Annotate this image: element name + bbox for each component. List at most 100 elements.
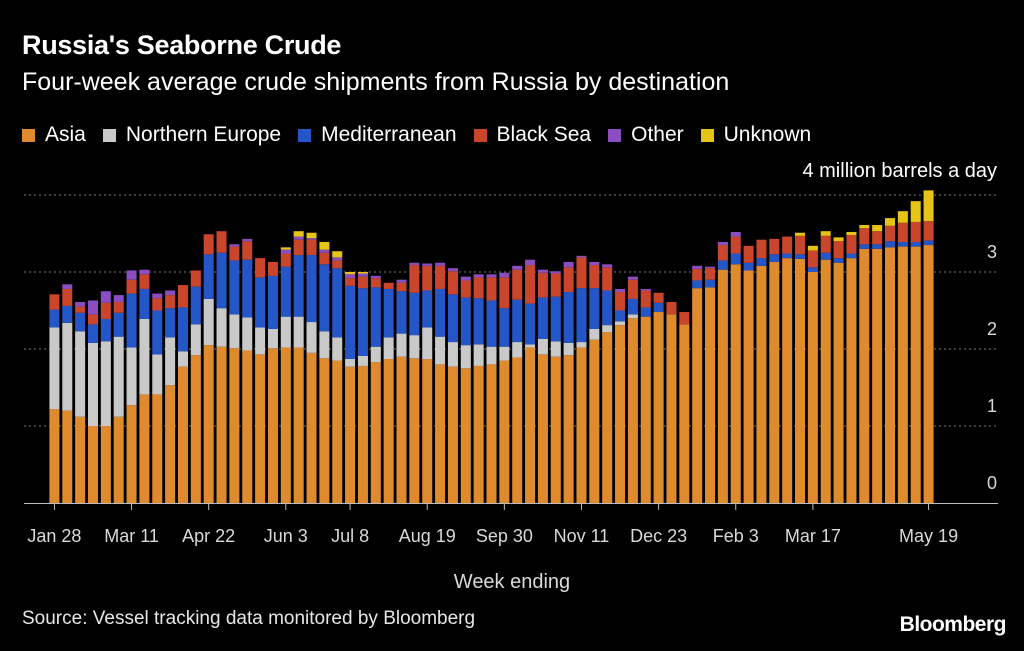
bar-segment bbox=[165, 385, 176, 503]
bar-segment bbox=[396, 279, 407, 283]
bar-segment bbox=[512, 357, 523, 503]
bar-segment bbox=[113, 312, 124, 337]
bar-segment bbox=[229, 348, 240, 503]
bar-segment bbox=[615, 310, 626, 322]
bar-segment bbox=[152, 293, 163, 299]
bar-segment bbox=[75, 302, 86, 307]
legend-label: Other bbox=[631, 123, 684, 146]
bar-segment bbox=[345, 274, 356, 279]
bar-segment bbox=[666, 302, 677, 315]
bar-segment bbox=[87, 324, 99, 343]
bar-segment bbox=[627, 314, 638, 319]
x-tick-label: Mar 11 bbox=[104, 526, 159, 546]
bar-segment bbox=[75, 416, 86, 503]
bar-segment bbox=[280, 316, 291, 348]
legend-label: Unknown bbox=[723, 123, 812, 146]
bar-segment bbox=[537, 354, 548, 503]
bar-segment bbox=[872, 244, 883, 249]
bar-segment bbox=[769, 238, 780, 255]
x-tick-label: May 19 bbox=[899, 526, 958, 546]
legend-label: Asia bbox=[45, 123, 86, 146]
bar-segment bbox=[280, 249, 291, 254]
bar-segment bbox=[512, 265, 523, 270]
legend-label: Black Sea bbox=[496, 123, 592, 146]
bar-segment bbox=[49, 409, 60, 503]
bar-segment bbox=[87, 314, 99, 325]
bar-segment bbox=[139, 274, 150, 289]
bar-segment bbox=[679, 312, 690, 325]
legend-item-unknown: Unknown bbox=[700, 123, 812, 147]
bar-segment bbox=[589, 265, 600, 289]
bar-segment bbox=[75, 306, 86, 313]
bar-segment bbox=[383, 282, 394, 289]
bar-segment bbox=[705, 268, 716, 280]
x-tick-label: Jun 3 bbox=[264, 526, 308, 546]
bar-segment bbox=[229, 260, 240, 315]
y-tick-label: 2 bbox=[987, 319, 997, 339]
bar-segment bbox=[165, 295, 176, 309]
bar-segment bbox=[666, 314, 677, 503]
bar-segment bbox=[615, 321, 626, 326]
bar-segment bbox=[512, 342, 523, 358]
legend-swatch bbox=[22, 128, 35, 142]
bar-segment bbox=[512, 269, 523, 300]
legend-item-other: Other bbox=[608, 123, 684, 147]
bar-segment bbox=[473, 274, 484, 278]
bar-segment bbox=[190, 286, 201, 325]
bar-segment bbox=[409, 292, 420, 336]
legend-label: Northern Europe bbox=[125, 123, 282, 146]
bar-segment bbox=[576, 255, 587, 258]
bar-segment bbox=[113, 336, 124, 417]
bar-segment bbox=[242, 241, 253, 260]
bar-segment bbox=[113, 295, 124, 303]
bar-segment bbox=[859, 244, 870, 249]
bar-segment bbox=[216, 346, 227, 503]
bar-segment bbox=[332, 257, 343, 261]
bar-segment bbox=[319, 331, 330, 359]
bar-segment bbox=[653, 312, 664, 503]
bar-segment bbox=[152, 394, 163, 503]
bar-segment bbox=[165, 290, 176, 296]
bar-segment bbox=[923, 221, 934, 241]
bar-segment bbox=[550, 356, 561, 503]
bar-segment bbox=[62, 305, 73, 323]
bar-segment bbox=[499, 308, 510, 347]
bar-segment bbox=[190, 324, 201, 356]
bar-segment bbox=[422, 290, 433, 328]
bar-segment bbox=[62, 288, 73, 306]
bar-segment bbox=[332, 251, 343, 258]
bar-segment bbox=[267, 261, 278, 276]
bar-segment bbox=[640, 316, 651, 503]
bar-segment bbox=[62, 284, 73, 289]
bar-segment bbox=[229, 246, 240, 261]
bar-segment bbox=[216, 231, 227, 253]
bar-segment bbox=[319, 241, 330, 250]
bar-segment bbox=[820, 235, 831, 253]
bar-segment bbox=[872, 225, 883, 232]
bar-segment bbox=[306, 239, 317, 256]
bar-segment bbox=[409, 262, 420, 266]
bar-segment bbox=[859, 248, 870, 503]
bar-segment bbox=[139, 288, 150, 319]
bar-segment bbox=[345, 272, 356, 275]
bar-segment bbox=[422, 265, 433, 291]
bar-segment bbox=[152, 298, 163, 311]
bar-segment bbox=[255, 277, 266, 328]
bar-segment bbox=[615, 325, 626, 503]
bar-segment bbox=[897, 241, 908, 247]
bar-segment bbox=[563, 342, 574, 356]
bar-segment bbox=[679, 324, 690, 503]
bar-segment bbox=[280, 266, 291, 317]
legend: Asia Northern Europe Mediterranean Black… bbox=[22, 123, 828, 147]
bar-segment bbox=[409, 335, 420, 359]
bar-segment bbox=[486, 274, 497, 278]
x-tick-label: Mar 17 bbox=[785, 526, 841, 546]
bar-segment bbox=[833, 262, 844, 503]
bar-segment bbox=[499, 346, 510, 361]
x-tick-label: Apr 22 bbox=[182, 526, 235, 546]
bar-segment bbox=[49, 327, 60, 410]
legend-swatch bbox=[298, 128, 312, 142]
bar-segment bbox=[357, 365, 368, 503]
bar-segment bbox=[293, 316, 304, 348]
bar-segment bbox=[152, 354, 163, 395]
